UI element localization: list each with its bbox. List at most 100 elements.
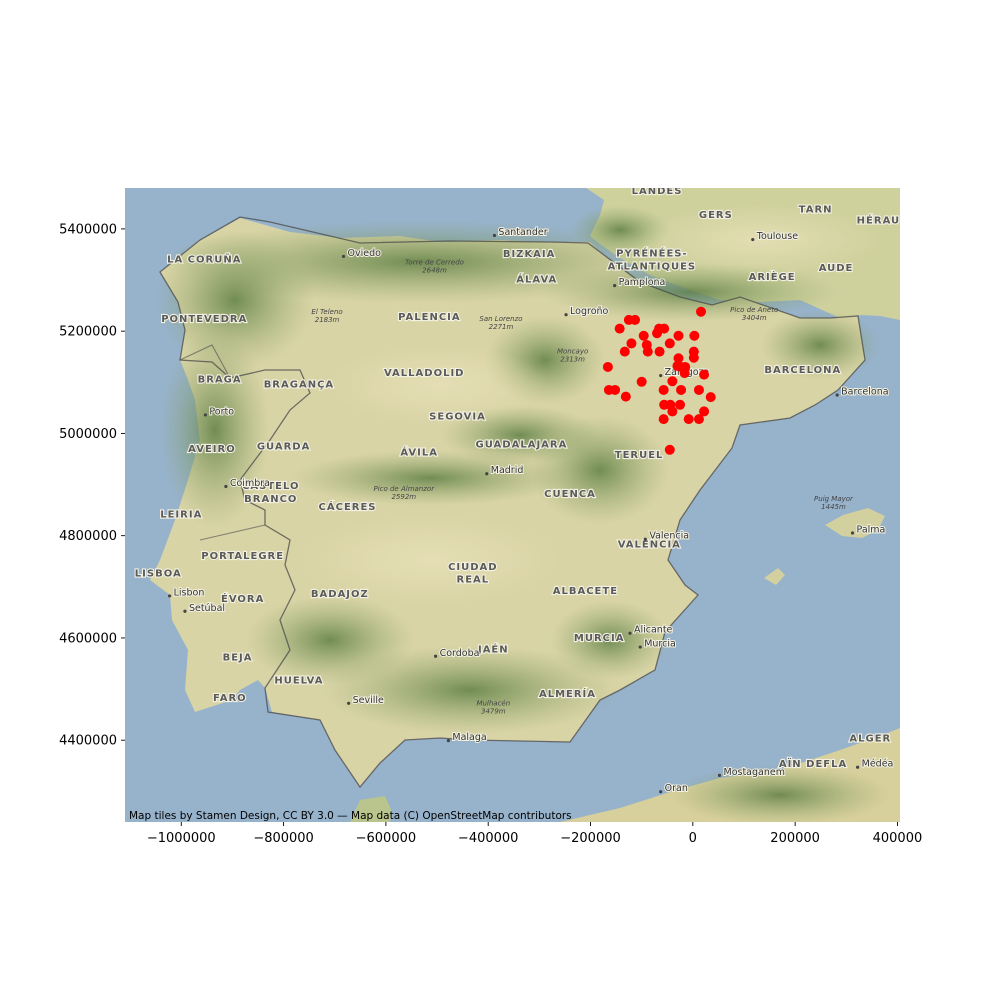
x-tick-label: −1000000 [147,831,216,846]
data-point [652,328,663,339]
city-dot-palma [850,531,855,535]
region-label-badajoz: BADAJOZ [311,589,369,600]
data-point [636,376,647,387]
data-point [673,353,684,364]
y-tick-label: 5200000 [59,325,117,340]
peak-elevation-torre-de-cerredo: 2648m [422,267,447,275]
city-dot-porto [203,413,208,417]
peak-elevation-puig-mayor: 1445m [821,503,846,511]
region-label-pontevedra: PONTEVEDRA [161,314,247,325]
city-dot-alicante [628,631,632,635]
region-label-bizkaia: BIZKAIA [503,249,556,260]
city-dot-pamplona [613,283,617,288]
region-label-leiria: LEIRIA [160,509,202,520]
city-label-oviedo: Oviedo [348,248,382,259]
region-label-ariege: ARIÈGE [749,270,796,283]
y-axis: 4400000 4600000 4800000 5000000 5200000 54000… [59,222,125,749]
x-tick-label: −600000 [356,831,417,846]
region-label-avila: ÁVILA [400,445,438,458]
region-label-braga: BRAGA [198,374,242,385]
region-label-gers: GERS [699,210,733,221]
portugal-boundary-outline [179,344,266,541]
scatter-points [602,306,716,455]
city-label-mostaganem: Mostaganem [724,767,785,778]
city-dot-barcelona [835,393,839,397]
data-point [658,414,669,425]
peak-label-pico-de-almanzor: Pico de Almanzor [373,485,435,493]
city-dot-medea [856,765,860,769]
city-dot-cordoba [434,654,438,658]
city-dot-zaragoza [659,373,663,378]
region-label-ciudad-real-1: CIUDAD [448,562,498,573]
region-label-aveiro: AVEIRO [188,444,236,455]
data-point [654,346,665,357]
city-dot-valencia [643,537,647,541]
data-point [667,376,678,387]
region-label-braganca: BRAGANÇA [264,379,334,390]
data-point [667,406,678,417]
peak-elevation-san-lorenzo: 2271m [489,323,514,331]
data-point [638,330,649,341]
region-label-faro: FARO [213,693,247,704]
mallorca-island [825,508,885,538]
data-point [699,369,710,380]
region-label-pyrenees-atl-2: ATLANTIQUES [608,261,696,272]
city-label-medea: Médéa [862,759,894,770]
city-label-santander: Santander [498,227,547,238]
x-tick-label: 0 [689,831,697,846]
data-point [664,444,675,455]
peak-label-pico-de-aneto: Pico de Aneto [730,306,778,314]
city-dot-lisbon [167,594,172,598]
peak-label-mulhacen: Mulhacén [476,699,510,707]
data-point [614,323,625,334]
city-dot-setubal [183,609,187,613]
peak-elevation-moncayo: 2313m [560,356,585,364]
region-label-jaen: JAÉN [477,642,509,655]
region-label-castelo-branco-1: CASTELO [242,481,299,492]
peak-elevation-mulhacen: 3479m [481,707,506,715]
region-label-valladolid: VALLADOLID [384,368,464,379]
region-label-herault: HÉRAUL [857,213,908,226]
peak-label-el-teleno: El Teleno [311,308,342,316]
region-label-segovia: SEGOVIA [429,412,486,423]
region-label-huelva: HUELVA [274,675,323,686]
city-dot-toulouse [751,237,755,242]
region-label-barcelona-region: BARCELONA [764,365,841,376]
city-label-palma: Palma [857,525,886,536]
data-point [683,414,694,425]
city-label-madrid: Madrid [491,465,524,476]
data-point [664,338,675,349]
data-point [693,414,704,425]
data-point [675,399,686,410]
city-dot-mostaganem [717,773,722,777]
city-label-toulouse: Toulouse [756,231,798,242]
region-label-albacete: ALBACETE [553,586,618,597]
city-dot-coimbra [224,484,228,489]
region-label-aude: AUDE [819,263,854,274]
city-dot-logrono [564,313,568,317]
data-point [642,346,653,357]
region-label-alger: ALGER [849,734,891,745]
data-point [620,391,631,402]
city-label-cordoba: Cordoba [440,648,480,659]
city-label-seville: Seville [353,695,384,706]
data-point [693,384,704,395]
y-tick-label: 4400000 [59,734,117,749]
ibiza-island [764,568,785,585]
city-label-valencia: Valencia [649,531,689,542]
region-label-ciudad-real-2: REAL [457,575,490,586]
region-label-caceres: CÁCERES [319,500,377,513]
region-label-lisboa: LISBOA [135,569,182,580]
city-dot-santander [492,233,497,238]
peak-elevation-pico-de-almanzor: 2592m [391,493,416,501]
x-tick-label: −400000 [458,831,519,846]
data-point [626,338,637,349]
region-label-evora: ÉVORA [221,592,264,605]
city-label-coimbra: Coimbra [230,478,270,489]
city-dot-malaga [446,739,450,743]
data-point [673,330,684,341]
region-label-la-coruna: LA CORUÑA [167,253,241,266]
data-point [696,306,707,317]
